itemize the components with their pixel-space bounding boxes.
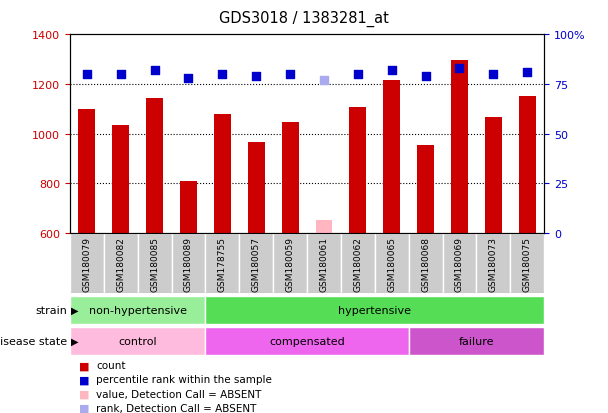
FancyBboxPatch shape xyxy=(510,233,544,293)
FancyBboxPatch shape xyxy=(171,233,206,293)
Text: GSM180068: GSM180068 xyxy=(421,236,430,291)
Point xyxy=(285,71,295,78)
Text: GSM180073: GSM180073 xyxy=(489,236,498,291)
Text: non-hypertensive: non-hypertensive xyxy=(89,305,187,315)
Text: percentile rank within the sample: percentile rank within the sample xyxy=(96,375,272,385)
Point xyxy=(251,74,261,80)
Text: ■: ■ xyxy=(79,389,89,399)
Text: ■: ■ xyxy=(79,375,89,385)
Text: GSM180061: GSM180061 xyxy=(319,236,328,291)
Text: GSM180059: GSM180059 xyxy=(286,236,295,291)
FancyBboxPatch shape xyxy=(206,233,240,293)
Bar xyxy=(417,145,434,233)
Text: GSM180069: GSM180069 xyxy=(455,236,464,291)
FancyBboxPatch shape xyxy=(273,233,307,293)
Bar xyxy=(112,126,129,233)
Text: GSM180062: GSM180062 xyxy=(353,236,362,291)
Bar xyxy=(519,97,536,233)
Text: ▶: ▶ xyxy=(71,305,78,315)
FancyBboxPatch shape xyxy=(341,233,375,293)
FancyBboxPatch shape xyxy=(443,233,477,293)
FancyBboxPatch shape xyxy=(206,296,544,324)
FancyBboxPatch shape xyxy=(240,233,273,293)
Point xyxy=(150,67,159,74)
Text: count: count xyxy=(96,361,126,370)
Bar xyxy=(180,181,197,233)
Bar xyxy=(383,81,400,233)
FancyBboxPatch shape xyxy=(70,296,206,324)
Text: GSM180075: GSM180075 xyxy=(523,236,532,291)
Text: ▶: ▶ xyxy=(71,336,78,346)
Bar xyxy=(78,109,95,233)
Bar xyxy=(451,61,468,233)
FancyBboxPatch shape xyxy=(206,327,409,355)
FancyBboxPatch shape xyxy=(409,233,443,293)
Point xyxy=(82,71,92,78)
Point xyxy=(421,74,430,80)
Bar xyxy=(146,98,163,233)
Text: compensated: compensated xyxy=(269,336,345,346)
Point xyxy=(184,76,193,82)
FancyBboxPatch shape xyxy=(104,233,137,293)
Text: GSM178755: GSM178755 xyxy=(218,236,227,291)
Text: value, Detection Call = ABSENT: value, Detection Call = ABSENT xyxy=(96,389,261,399)
FancyBboxPatch shape xyxy=(477,233,510,293)
Point xyxy=(218,71,227,78)
Point xyxy=(455,66,465,72)
Text: GDS3018 / 1383281_at: GDS3018 / 1383281_at xyxy=(219,10,389,26)
Point xyxy=(387,67,396,74)
FancyBboxPatch shape xyxy=(409,327,544,355)
Bar xyxy=(485,118,502,233)
Text: GSM180065: GSM180065 xyxy=(387,236,396,291)
Text: ■: ■ xyxy=(79,361,89,370)
FancyBboxPatch shape xyxy=(70,327,206,355)
Text: GSM180079: GSM180079 xyxy=(82,236,91,291)
Text: strain: strain xyxy=(35,305,67,315)
Text: GSM180085: GSM180085 xyxy=(150,236,159,291)
Bar xyxy=(214,114,231,233)
Text: GSM180082: GSM180082 xyxy=(116,236,125,291)
Text: hypertensive: hypertensive xyxy=(338,305,411,315)
FancyBboxPatch shape xyxy=(375,233,409,293)
Point xyxy=(488,71,498,78)
Point xyxy=(319,77,329,84)
Bar xyxy=(350,108,366,233)
FancyBboxPatch shape xyxy=(70,233,104,293)
Text: control: control xyxy=(119,336,157,346)
Bar xyxy=(282,123,299,233)
Bar xyxy=(316,221,333,233)
Bar xyxy=(248,143,264,233)
FancyBboxPatch shape xyxy=(307,233,341,293)
Text: GSM180089: GSM180089 xyxy=(184,236,193,291)
Text: GSM180057: GSM180057 xyxy=(252,236,261,291)
Point xyxy=(353,71,363,78)
Point xyxy=(116,71,126,78)
FancyBboxPatch shape xyxy=(137,233,171,293)
Text: disease state: disease state xyxy=(0,336,67,346)
Text: failure: failure xyxy=(458,336,494,346)
Text: ■: ■ xyxy=(79,403,89,413)
Point xyxy=(522,69,532,76)
Text: rank, Detection Call = ABSENT: rank, Detection Call = ABSENT xyxy=(96,403,257,413)
